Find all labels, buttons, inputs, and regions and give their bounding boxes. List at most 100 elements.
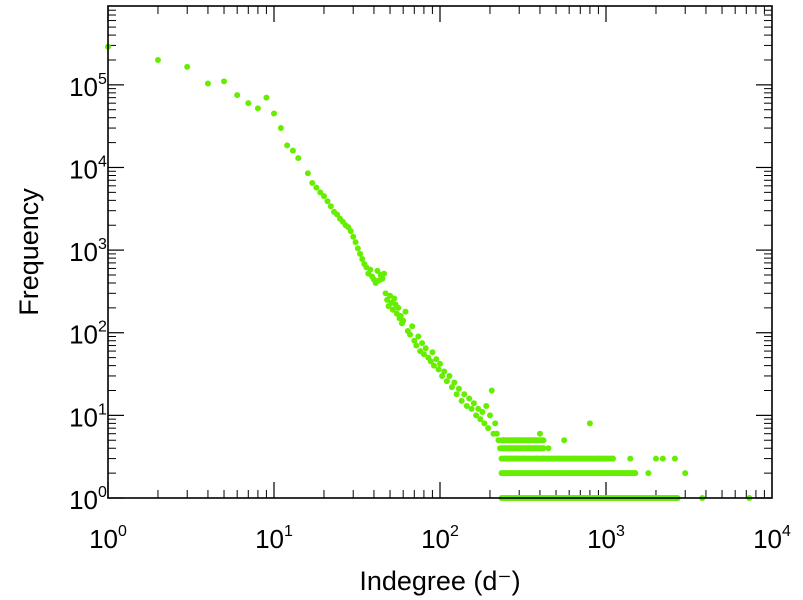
data-points bbox=[105, 43, 753, 501]
data-point bbox=[492, 420, 499, 427]
data-point bbox=[277, 125, 284, 132]
data-point bbox=[451, 379, 458, 386]
data-point bbox=[402, 308, 409, 315]
data-point bbox=[245, 100, 252, 107]
data-point bbox=[347, 228, 354, 235]
data-point bbox=[389, 306, 396, 313]
data-point bbox=[324, 198, 331, 205]
y-tick-label: 104 bbox=[69, 153, 107, 184]
data-point bbox=[254, 105, 261, 112]
data-point bbox=[429, 349, 436, 356]
x-tick-label: 104 bbox=[753, 523, 791, 554]
data-point bbox=[473, 412, 480, 419]
data-point bbox=[411, 337, 418, 344]
y-tick-label: 103 bbox=[69, 236, 107, 267]
data-point bbox=[540, 445, 547, 452]
data-point bbox=[184, 63, 191, 70]
y-tick-label: 105 bbox=[69, 71, 107, 102]
data-point bbox=[350, 233, 357, 240]
data-point bbox=[295, 155, 302, 162]
data-point bbox=[448, 384, 455, 391]
data-point bbox=[407, 331, 414, 338]
data-point bbox=[415, 333, 422, 340]
data-point bbox=[493, 430, 500, 437]
data-point bbox=[374, 267, 381, 274]
data-point bbox=[435, 366, 442, 373]
data-point bbox=[470, 400, 477, 407]
data-point bbox=[540, 437, 547, 444]
x-tick-label: 103 bbox=[587, 523, 625, 554]
data-point bbox=[427, 358, 434, 365]
x-tick-labels: 100 101 102 103 104 bbox=[89, 523, 791, 554]
data-point bbox=[652, 455, 659, 462]
data-point bbox=[397, 312, 404, 319]
data-point bbox=[441, 368, 448, 375]
data-point bbox=[463, 402, 470, 409]
data-point bbox=[334, 211, 341, 218]
data-point bbox=[632, 470, 639, 477]
data-point bbox=[609, 455, 616, 462]
data-point bbox=[437, 360, 443, 367]
data-point bbox=[381, 270, 388, 277]
axis-ticks bbox=[107, 5, 772, 499]
data-point bbox=[446, 372, 453, 379]
data-point bbox=[468, 405, 475, 412]
data-point bbox=[357, 250, 364, 257]
data-point bbox=[327, 203, 334, 210]
data-point bbox=[154, 56, 161, 63]
data-point bbox=[234, 92, 241, 99]
data-point bbox=[379, 275, 386, 282]
data-point bbox=[271, 110, 277, 117]
x-axis-label: Indegree (d⁻) bbox=[359, 566, 520, 596]
data-point bbox=[443, 378, 450, 385]
data-point bbox=[313, 184, 320, 191]
data-point bbox=[466, 395, 473, 402]
data-point bbox=[659, 455, 666, 462]
x-tick-label: 100 bbox=[89, 523, 127, 554]
data-point bbox=[485, 425, 492, 432]
data-point bbox=[409, 323, 416, 330]
data-point bbox=[461, 391, 468, 398]
data-point bbox=[304, 170, 311, 177]
data-point bbox=[359, 256, 366, 263]
data-point bbox=[545, 445, 552, 452]
data-point bbox=[367, 266, 374, 273]
data-point bbox=[586, 420, 593, 427]
data-point bbox=[391, 295, 398, 302]
data-point bbox=[483, 402, 490, 409]
data-point bbox=[433, 356, 440, 363]
data-point bbox=[561, 437, 568, 444]
plot-frame bbox=[107, 5, 773, 499]
data-point bbox=[382, 290, 389, 297]
x-tick-label: 101 bbox=[255, 523, 293, 554]
data-point bbox=[682, 470, 689, 477]
x-tick-label: 102 bbox=[421, 523, 459, 554]
data-point bbox=[488, 387, 495, 394]
data-point bbox=[413, 342, 420, 349]
y-tick-label: 101 bbox=[69, 401, 107, 432]
data-point bbox=[309, 179, 316, 186]
data-point bbox=[430, 362, 437, 369]
data-point bbox=[439, 372, 446, 379]
data-point bbox=[395, 304, 402, 311]
data-point bbox=[458, 397, 465, 404]
data-point bbox=[453, 391, 460, 398]
data-point bbox=[317, 189, 324, 196]
y-axis-label: Frequency bbox=[14, 188, 44, 316]
data-point bbox=[486, 412, 493, 419]
data-point bbox=[419, 340, 426, 347]
data-point bbox=[352, 239, 359, 246]
data-point bbox=[400, 317, 407, 324]
y-tick-label: 102 bbox=[69, 319, 107, 350]
data-point bbox=[536, 430, 543, 437]
data-point bbox=[671, 455, 678, 462]
data-point bbox=[420, 351, 427, 358]
data-point bbox=[479, 408, 486, 415]
y-tick-labels: 100 101 102 103 104 105 bbox=[69, 71, 107, 515]
data-point bbox=[289, 147, 296, 154]
data-point bbox=[477, 416, 484, 423]
data-point bbox=[221, 78, 228, 85]
data-point bbox=[475, 405, 482, 412]
data-point bbox=[354, 245, 361, 252]
